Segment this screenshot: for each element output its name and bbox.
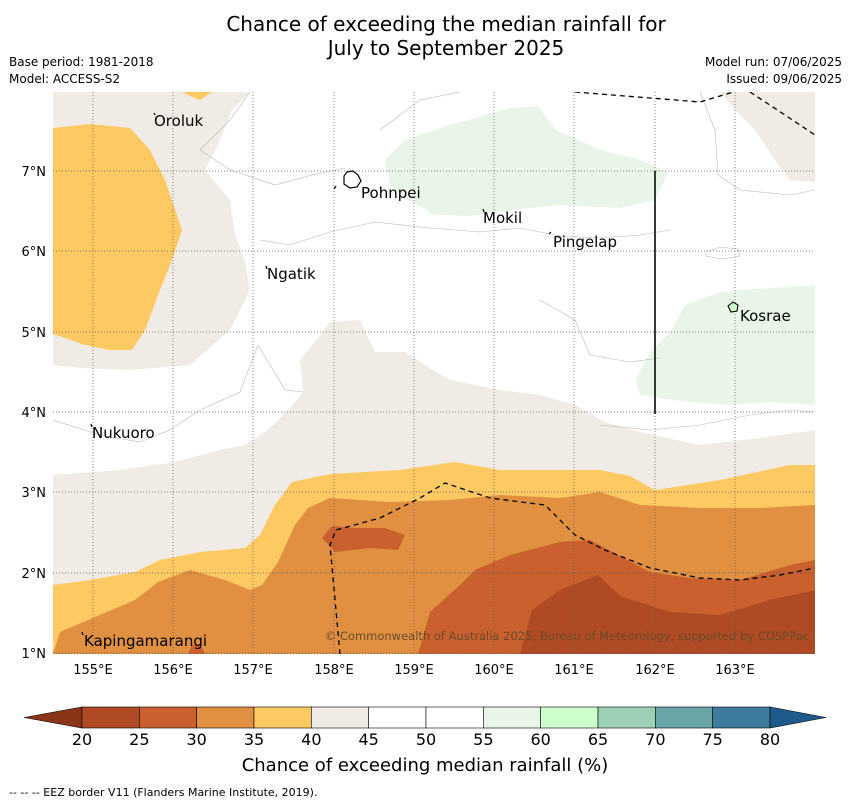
colorbar-swatch [655, 706, 713, 729]
place-label-ngatik: Ngatik [267, 265, 316, 283]
colorbar-swatch [712, 706, 771, 729]
contour-25-30-small [188, 644, 205, 654]
colorbar-swatch [368, 706, 427, 729]
colorbar-swatch [483, 706, 541, 729]
isoline-north [199, 92, 461, 186]
lon-label-159e: 159°E [394, 663, 434, 678]
lat-label-6n: 6°N [22, 245, 47, 260]
colorbar-tick: 70 [645, 730, 665, 749]
lon-label-160e: 160°E [474, 663, 514, 678]
colorbar-tick: 30 [186, 730, 206, 749]
lon-label-156e: 156°E [153, 663, 193, 678]
colorbar-swatch [139, 706, 197, 729]
colorbar-swatch [253, 706, 312, 729]
contour-40-45-northeast [720, 92, 815, 182]
colorbar-tick: 20 [72, 730, 92, 749]
place-label-kapingamarangi: Kapingamarangi [84, 632, 207, 650]
colorbar-tick: 60 [530, 730, 550, 749]
lat-axis-labels: 7°N 6°N 5°N 4°N 3°N 2°N 1°N [22, 165, 47, 662]
place-label-nukuoro: Nukuoro [92, 424, 155, 442]
colorbar-tick: 75 [702, 730, 722, 749]
lon-label-162e: 162°E [635, 663, 675, 678]
colorbar-swatch [311, 706, 369, 729]
lat-label-3n: 3°N [22, 486, 47, 501]
base-period-text: Base period: 1981-2018 [9, 55, 154, 69]
place-label-mokil: Mokil [483, 209, 522, 227]
colorbar-swatch [540, 706, 599, 729]
isoline-center [259, 221, 671, 246]
issued-text: Issued: 09/06/2025 [726, 72, 842, 86]
lon-label-161e: 161°E [554, 663, 594, 678]
colorbar [23, 706, 827, 729]
lat-label-5n: 5°N [22, 326, 47, 341]
colorbar-tick: 50 [416, 730, 436, 749]
place-label-oroluk: Oroluk [154, 112, 203, 130]
contour-25-30-blob [322, 526, 405, 552]
title-line-1: Chance of exceeding the median rainfall … [226, 12, 666, 36]
kosrae-island-outline [727, 301, 739, 313]
atoll-markers [81, 112, 552, 636]
colorbar-swatch [81, 706, 140, 729]
title-line-2: July to September 2025 [327, 36, 565, 60]
place-label-kosrae: Kosrae [740, 307, 791, 325]
eez-borders [329, 92, 815, 654]
model-text: Model: ACCESS-S2 [9, 72, 121, 86]
lon-label-158e: 158°E [314, 663, 354, 678]
colorbar-over-arrow [769, 706, 827, 729]
place-labels: Oroluk Pohnpei Mokil Pingelap Ngatik Kos… [84, 112, 791, 650]
eez-footnote: -- -- -- EEZ border V11 (Flanders Marine… [9, 786, 318, 799]
lat-label-2n: 2°N [22, 567, 47, 582]
lon-axis-labels: 155°E 156°E 157°E 158°E 159°E 160°E 161°… [73, 663, 755, 678]
contour-20-25 [520, 575, 815, 654]
colorbar-swatch [597, 706, 656, 729]
colorbar-tick-labels: 20 25 30 35 40 45 50 55 60 65 70 75 80 [72, 730, 780, 749]
colorbar-tick: 40 [301, 730, 321, 749]
lat-label-4n: 4°N [22, 406, 47, 421]
place-label-pohnpei: Pohnpei [361, 184, 421, 202]
meta-left: Base period: 1981-2018 Model: ACCESS-S2 [9, 54, 154, 88]
colorbar-tick: 35 [244, 730, 264, 749]
chart-title: Chance of exceeding the median rainfall … [0, 12, 850, 60]
lon-label-157e: 157°E [233, 663, 273, 678]
colorbar-tick: 80 [760, 730, 780, 749]
lon-label-163e: 163°E [715, 663, 755, 678]
contour-35-40-west [53, 124, 182, 350]
meta-right: Model run: 07/06/2025 Issued: 09/06/2025 [705, 54, 842, 88]
map-panel: Oroluk Pohnpei Mokil Pingelap Ngatik Kos… [53, 92, 815, 654]
lon-label-155e: 155°E [73, 663, 113, 678]
model-run-text: Model run: 07/06/2025 [704, 55, 842, 69]
isoline-west [53, 344, 304, 443]
copyright-credit: © Commonwealth of Australia 2025, Bureau… [325, 629, 809, 643]
colorbar-tick: 25 [129, 730, 149, 749]
isoline-southeast [599, 409, 815, 431]
isoline-loop [705, 246, 741, 260]
colorbar-tick: 65 [588, 730, 608, 749]
place-label-pingelap: Pingelap [553, 233, 617, 251]
pohnpei-island-outline [343, 170, 362, 189]
isoline-northeast [699, 92, 815, 196]
colorbar-tick: 55 [473, 730, 493, 749]
contour-55-60-mokil [385, 106, 668, 216]
contour-55-60-kosrae [636, 285, 815, 405]
colorbar-tick: 45 [358, 730, 378, 749]
lat-label-1n: 1°N [22, 647, 47, 662]
contour-35-40-north [182, 92, 212, 100]
isoline-east [539, 299, 661, 363]
colorbar-swatch [196, 706, 255, 729]
colorbar-label: Chance of exceeding median rainfall (%) [241, 755, 609, 776]
lat-label-7n: 7°N [22, 165, 47, 180]
colorbar-swatch [425, 706, 484, 729]
colorbar-under-arrow [23, 706, 83, 729]
